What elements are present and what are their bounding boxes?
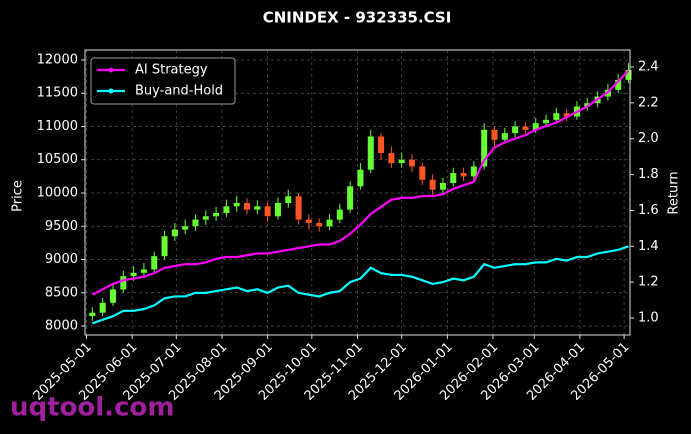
- watermark: uqtool.com: [10, 393, 174, 423]
- candle-body: [460, 173, 467, 177]
- candle-body: [202, 216, 209, 220]
- y-tick-label: 8500: [45, 285, 78, 300]
- legend-label: Buy-and-Hold: [135, 84, 223, 99]
- candle-body: [109, 289, 116, 303]
- candle-body: [89, 312, 96, 317]
- y-tick-label: 10000: [37, 185, 78, 200]
- candle-body: [409, 159, 415, 167]
- y2-tick-label: 1.4: [638, 239, 659, 254]
- legend-marker: [108, 67, 114, 73]
- candle-body: [347, 186, 354, 210]
- legend-marker: [108, 88, 114, 94]
- candle-body: [295, 196, 302, 220]
- candle-body: [512, 126, 519, 134]
- candle-body: [192, 219, 199, 227]
- chart-title: CNINDEX - 932335.CSI: [263, 9, 452, 27]
- candle-body: [625, 69, 632, 80]
- candle-body: [439, 183, 446, 190]
- candle-body: [254, 206, 261, 210]
- candle-body: [553, 113, 560, 120]
- candle-body: [99, 302, 106, 313]
- y-tick-label: 10500: [37, 152, 78, 167]
- candle-body: [419, 166, 426, 180]
- y-tick-label: 9000: [45, 252, 78, 267]
- legend: AI Strategy Buy-and-Hold: [90, 57, 236, 105]
- candle-body: [213, 212, 220, 217]
- candle-body: [501, 133, 508, 140]
- y2-tick-label: 1.2: [638, 275, 659, 290]
- y2-tick-label: 1.0: [638, 310, 659, 325]
- candle-body: [161, 236, 168, 257]
- candle-body: [450, 173, 457, 184]
- series-line: [91, 69, 630, 296]
- legend-label: AI Strategy: [135, 63, 208, 78]
- candle-body: [398, 159, 405, 164]
- y-tick-label: 11500: [37, 86, 78, 101]
- y2-tick-label: 1.6: [638, 203, 659, 218]
- candle-body: [336, 209, 343, 220]
- candle-body: [305, 219, 312, 223]
- series-line: [92, 245, 629, 325]
- candle-body: [367, 136, 374, 170]
- candle-body: [316, 222, 323, 227]
- candle-body: [326, 219, 333, 227]
- candle-body: [130, 272, 137, 277]
- candle-body: [615, 79, 622, 90]
- candle-body: [522, 126, 529, 130]
- candle-body: [171, 229, 178, 237]
- y-tick-label: 12000: [37, 52, 78, 67]
- y2-axis-label: Return: [667, 171, 682, 214]
- plot-area: [85, 50, 632, 335]
- candle-body: [543, 119, 550, 124]
- y2-tick-label: 1.8: [638, 167, 659, 182]
- candle-body: [120, 276, 127, 290]
- candle-body: [233, 202, 240, 207]
- y-axis-label: Price: [11, 180, 26, 212]
- candle-body: [357, 169, 364, 187]
- candle-body: [182, 226, 189, 230]
- candle-body: [264, 206, 271, 217]
- candle-body: [491, 129, 498, 140]
- legend-box: [90, 57, 236, 105]
- candle-body: [481, 129, 488, 167]
- y2-tick-label: 2.0: [638, 131, 659, 146]
- y2-tick-label: 2.4: [638, 60, 659, 75]
- y2-tick-label: 2.2: [638, 95, 659, 110]
- candle-body: [274, 202, 281, 217]
- candle-body: [285, 196, 292, 203]
- y-tick-label: 9500: [45, 219, 78, 234]
- candle-body: [429, 179, 436, 190]
- y-tick-label: 8000: [45, 319, 78, 334]
- candle-body: [388, 153, 395, 164]
- candle-body: [532, 123, 539, 130]
- candle-body: [140, 269, 147, 273]
- candle-body: [223, 206, 230, 213]
- candle-body: [584, 103, 591, 107]
- candle-body: [378, 136, 385, 154]
- candle-body: [244, 202, 251, 210]
- candle-body: [563, 113, 570, 117]
- y-tick-label: 11000: [37, 119, 78, 134]
- candle-body: [470, 166, 477, 177]
- candle-body: [151, 256, 158, 270]
